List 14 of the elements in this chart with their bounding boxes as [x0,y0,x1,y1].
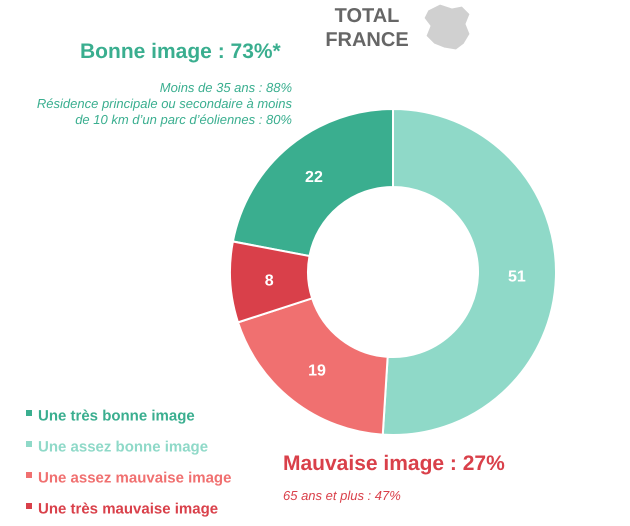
data-label: 19 [308,362,326,380]
data-label: 51 [508,268,526,286]
text: Moins de 35 ans : 88% [160,80,292,95]
text: Bonne image : 73%* [80,40,282,63]
text: Résidence principale ou secondaire à moins de 10 km d’un parc d’éoliennes : 80% [36,96,292,127]
legend-label: Une assez mauvaise image [38,469,232,486]
legend-label: Une assez bonne image [38,438,208,456]
legend-label: Une très mauvaise image [38,500,218,518]
text: Mauvaise image : 27% [283,452,506,475]
legend-label: Une très bonne image [38,407,195,424]
data-label: 8 [264,272,274,290]
data-label: 22 [305,169,323,186]
chart-title: TOTAL FRANCE [325,5,409,51]
text: 65 ans et plus : 47% [283,488,401,503]
